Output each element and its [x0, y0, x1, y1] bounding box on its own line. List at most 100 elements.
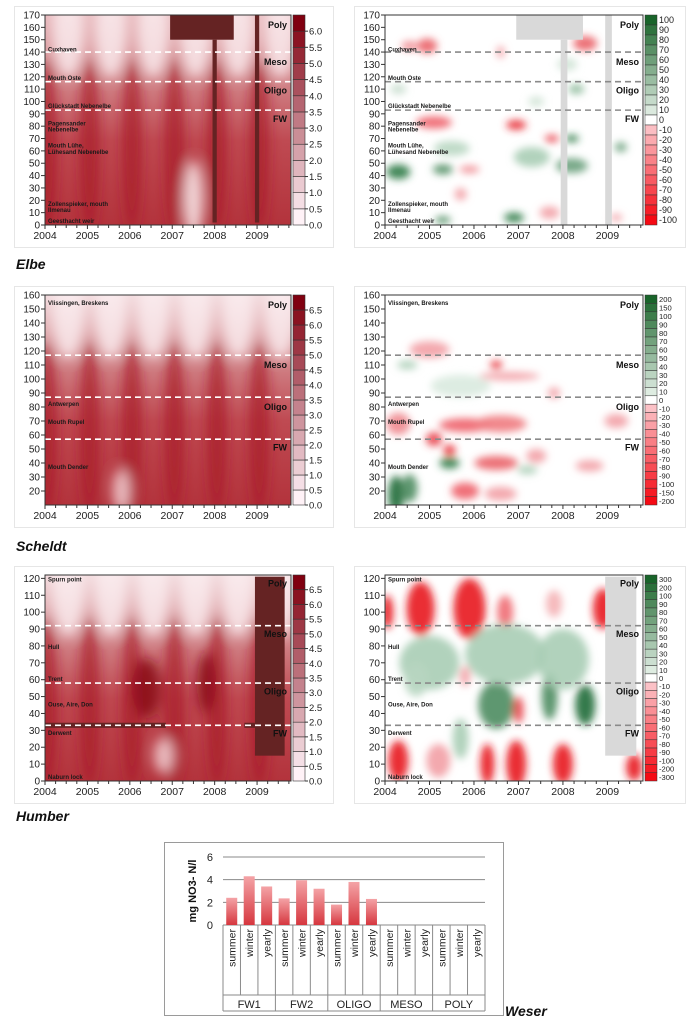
- colorbar-segment: [292, 309, 306, 326]
- colorbar-segment: [644, 319, 658, 329]
- colorbar-tick-label: -10: [659, 125, 672, 135]
- colorbar-tick-label: 60: [659, 55, 669, 65]
- no-data-mask: [605, 15, 612, 225]
- contour-blob: [386, 164, 411, 180]
- y-tick-label: 50: [369, 159, 381, 170]
- x-tick-label: 2004: [33, 230, 57, 242]
- colorbar-segment: [644, 336, 658, 346]
- colorbar-tick-label: -50: [659, 438, 670, 447]
- colorbar-tick-label: 5.5: [309, 615, 322, 626]
- y-tick-label: 130: [363, 60, 380, 71]
- contour-blob: [614, 142, 627, 153]
- colorbar-tick-label: 1.5: [309, 456, 322, 467]
- colorbar-segment: [644, 214, 658, 226]
- colorbar-segment: [644, 723, 658, 732]
- y-tick-label: 40: [369, 459, 381, 470]
- zone-label: Meso: [616, 360, 640, 370]
- colorbar-segment: [644, 607, 658, 617]
- y-tick-label: 50: [29, 159, 41, 170]
- y-tick-label: 30: [29, 183, 41, 194]
- y-tick-label: 170: [363, 11, 380, 22]
- winter-band: [206, 616, 227, 781]
- y-tick-label: 100: [23, 97, 40, 108]
- contour-blob: [474, 456, 519, 470]
- y-tick-label: 90: [369, 389, 381, 400]
- contour-field: [45, 295, 291, 505]
- y-tick-label: 70: [369, 658, 381, 669]
- contour-bands: [45, 295, 291, 505]
- colorbar-tick-label: 30: [659, 371, 667, 380]
- elbe-concentration-panel: 0 10 20 30 40 50 60 70 80 90 100 110 120 130 140 150 160…: [14, 6, 334, 248]
- colorbar-segment: [644, 387, 658, 397]
- colorbar-tick-label: 1.0: [309, 747, 322, 758]
- colorbar-tick-label: 90: [659, 600, 667, 609]
- contour-field: [45, 15, 291, 225]
- colorbar-segment: [644, 487, 658, 497]
- scheldt-concentration-chart: 20 30 40 50 60 70 80 90 100 110 120 130 140 150 160 200…: [23, 291, 322, 523]
- colorbar-segment: [292, 444, 306, 461]
- colorbar-tick-label: 5.5: [309, 336, 322, 347]
- y-tick-label: 20: [29, 196, 41, 207]
- y-tick-label: 150: [363, 305, 380, 316]
- y-tick-label: 30: [29, 726, 41, 737]
- y-axis-label: mg NO3- N/l: [187, 860, 199, 923]
- colorbar-segment: [292, 618, 306, 635]
- category-label: winter: [297, 929, 309, 959]
- colorbar-tick-label: 5.0: [309, 59, 322, 70]
- contour-blob: [406, 581, 435, 636]
- zone-label: Oligo: [264, 85, 287, 95]
- y-tick-label: 30: [29, 473, 41, 484]
- zone-label: Poly: [620, 300, 639, 310]
- y-tick-label: 40: [29, 459, 41, 470]
- colorbar-tick-label: 40: [659, 362, 667, 371]
- location-label: Zollenspieker, mouth: [388, 202, 448, 208]
- bar: [243, 876, 255, 925]
- colorbar-tick-label: 0: [659, 115, 664, 125]
- colorbar-tick-label: 0.0: [309, 501, 322, 512]
- x-tick-label: 2005: [76, 510, 100, 522]
- colorbar-tick-label: 5.0: [309, 351, 322, 362]
- colorbar-tick-label: -80: [659, 740, 670, 749]
- hot-spot: [132, 658, 161, 719]
- contour-blob: [513, 696, 524, 724]
- location-label: Mouth Rupel: [388, 420, 425, 426]
- humber-change-panel: 0 10 20 30 40 50 60 70 80 90 100 110 120 2004 2005 2006…: [354, 566, 686, 804]
- colorbar-segment: [644, 345, 658, 355]
- colorbar-tick-label: 6.5: [309, 306, 322, 317]
- y-tick-label: 30: [369, 183, 381, 194]
- zone-label: Meso: [264, 360, 288, 370]
- winter-band: [79, 340, 100, 505]
- colorbar-segment: [644, 124, 658, 136]
- y-tick-label: 80: [369, 403, 381, 414]
- location-label: Hull: [48, 645, 60, 651]
- category-label: summer: [436, 928, 448, 966]
- colorbar-tick-label: 100: [659, 312, 672, 321]
- colorbar-segment: [644, 471, 658, 481]
- colorbar-segment: [644, 648, 658, 658]
- contour-blob: [426, 743, 451, 778]
- y-tick-label: 130: [23, 60, 40, 71]
- colorbar-segment: [644, 681, 658, 691]
- colorbar-tick-label: -10: [659, 682, 670, 691]
- zone-label: FW: [273, 114, 287, 124]
- zone-label: FW: [625, 114, 639, 124]
- colorbar-segment: [644, 154, 658, 166]
- x-tick-label: 2009: [596, 230, 620, 242]
- colorbar-tick-label: 2.0: [309, 718, 322, 729]
- caption-weser: Weser: [505, 1003, 547, 1019]
- x-tick-label: 2008: [203, 786, 227, 798]
- contour-blob: [388, 740, 409, 781]
- bar: [261, 886, 273, 925]
- y-tick-label: 60: [29, 146, 41, 157]
- location-label: Ouse, Aire, Don: [388, 702, 433, 708]
- contour-blob: [575, 684, 596, 726]
- location-label: Hull: [388, 645, 400, 651]
- location-label: Derwent: [48, 731, 72, 737]
- colorbar-segment: [292, 489, 306, 506]
- winter-band: [121, 616, 142, 781]
- contour-blob: [479, 372, 540, 381]
- location-label: Nebenelbe: [388, 128, 419, 134]
- contour-blob: [526, 449, 547, 463]
